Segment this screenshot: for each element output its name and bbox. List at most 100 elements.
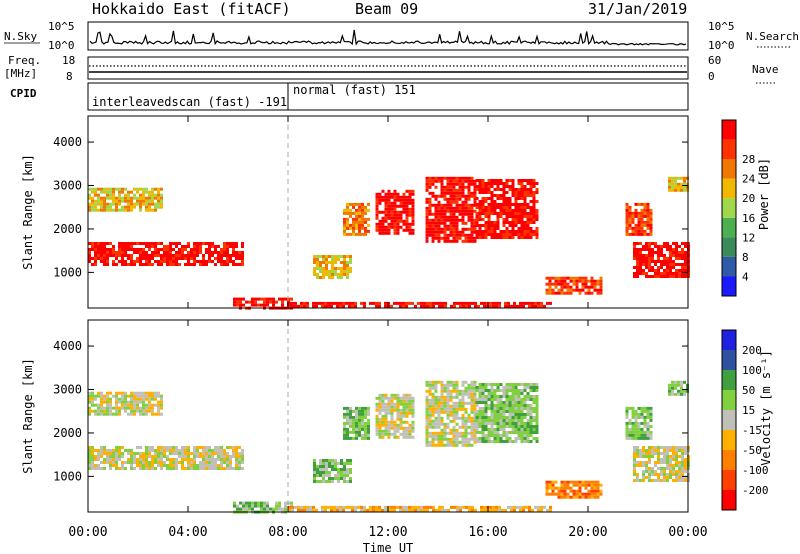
- x-tick-label: 08:00: [268, 525, 307, 540]
- echo-cell: [199, 464, 202, 467]
- echo-cell: [211, 242, 214, 245]
- echo-cell: [634, 427, 638, 431]
- echo-cell: [354, 508, 357, 512]
- echo-cell: [408, 393, 412, 397]
- echo-cell: [645, 248, 648, 251]
- echo-cell: [431, 434, 435, 438]
- echo-cell: [242, 297, 245, 301]
- echo-cell: [532, 206, 536, 209]
- echo-cell: [675, 254, 678, 257]
- echo-cell: [684, 446, 687, 449]
- echo-cell: [452, 428, 456, 432]
- echo-cell: [504, 508, 507, 512]
- echo-cell: [358, 418, 361, 422]
- echo-cell: [511, 182, 515, 185]
- echo-cell: [181, 449, 184, 452]
- echo-cell: [493, 404, 497, 407]
- echo-cell: [434, 386, 438, 390]
- echo-cell: [540, 301, 543, 305]
- echo-cell: [458, 431, 462, 435]
- echo-cell: [557, 291, 561, 295]
- echo-cell: [425, 422, 429, 426]
- echo-cell: [133, 187, 136, 191]
- echo-cell: [508, 398, 512, 401]
- echo-cell: [484, 191, 488, 194]
- echo-cell: [378, 192, 382, 196]
- echo-cell: [343, 232, 346, 236]
- echo-cell: [226, 254, 229, 257]
- echo-cell: [684, 251, 687, 254]
- echo-cell: [148, 248, 151, 251]
- echo-cell: [133, 467, 136, 470]
- echo-cell: [646, 226, 650, 230]
- echo-cell: [266, 300, 269, 304]
- echo-cell: [511, 185, 515, 188]
- echo-cell: [346, 459, 349, 462]
- echo-cell: [187, 251, 190, 254]
- echo-cell: [459, 304, 462, 308]
- echo-cell: [663, 473, 666, 476]
- echo-cell: [431, 233, 435, 237]
- echo-cell: [235, 263, 238, 266]
- echo-cell: [493, 209, 497, 212]
- echo-cell: [478, 437, 482, 440]
- echo-cell: [508, 440, 512, 443]
- echo-cell: [346, 480, 349, 483]
- echo-cell: [115, 446, 118, 449]
- echo-cell: [684, 461, 687, 464]
- echo-cell: [548, 480, 552, 484]
- echo-cell: [97, 187, 100, 191]
- echo-cell: [505, 425, 509, 428]
- echo-cell: [470, 221, 474, 225]
- echo-cell: [160, 449, 163, 452]
- echo-cell: [456, 505, 459, 509]
- echo-cell: [100, 449, 103, 452]
- echo-cell: [640, 223, 644, 227]
- echo-cell: [633, 257, 636, 260]
- echo-cell: [526, 404, 530, 407]
- echo-cell: [529, 407, 533, 410]
- echo-cell: [560, 480, 564, 484]
- echo-cell: [103, 263, 106, 266]
- echo-cell: [461, 239, 465, 243]
- echo-cell: [517, 404, 521, 407]
- echo-cell: [587, 483, 591, 487]
- echo-cell: [349, 424, 352, 428]
- echo-cell: [157, 394, 160, 398]
- echo-cell: [381, 423, 385, 427]
- echo-cell: [517, 215, 521, 218]
- echo-cell: [358, 220, 361, 224]
- echo-cell: [669, 449, 672, 452]
- echo-cell: [202, 446, 205, 449]
- echo-cell: [405, 204, 409, 208]
- echo-cell: [434, 212, 438, 216]
- echo-cell: [529, 419, 533, 422]
- echo-cell: [245, 507, 248, 511]
- echo-cell: [393, 396, 397, 400]
- echo-cell: [325, 267, 328, 270]
- echo-cell: [352, 229, 355, 233]
- echo-cell: [625, 415, 629, 419]
- echo-cell: [648, 458, 651, 461]
- echo-cell: [520, 191, 524, 194]
- echo-cell: [496, 182, 500, 185]
- echo-cell: [532, 230, 536, 233]
- echo-cell: [405, 435, 409, 439]
- echo-cell: [511, 425, 515, 428]
- echo-cell: [560, 288, 564, 292]
- echo-cell: [502, 221, 506, 224]
- echo-cell: [352, 421, 355, 425]
- echo-cell: [322, 270, 325, 273]
- echo-cell: [496, 398, 500, 401]
- echo-cell: [399, 225, 403, 229]
- echo-cell: [508, 419, 512, 422]
- echo-cell: [640, 436, 644, 440]
- echo-cell: [343, 412, 346, 416]
- echo-cell: [361, 205, 364, 209]
- echo-cell: [640, 229, 644, 233]
- echo-cell: [666, 464, 669, 467]
- echo-cell: [145, 461, 148, 464]
- echo-cell: [467, 389, 471, 393]
- echo-cell: [529, 410, 533, 413]
- echo-cell: [475, 236, 479, 239]
